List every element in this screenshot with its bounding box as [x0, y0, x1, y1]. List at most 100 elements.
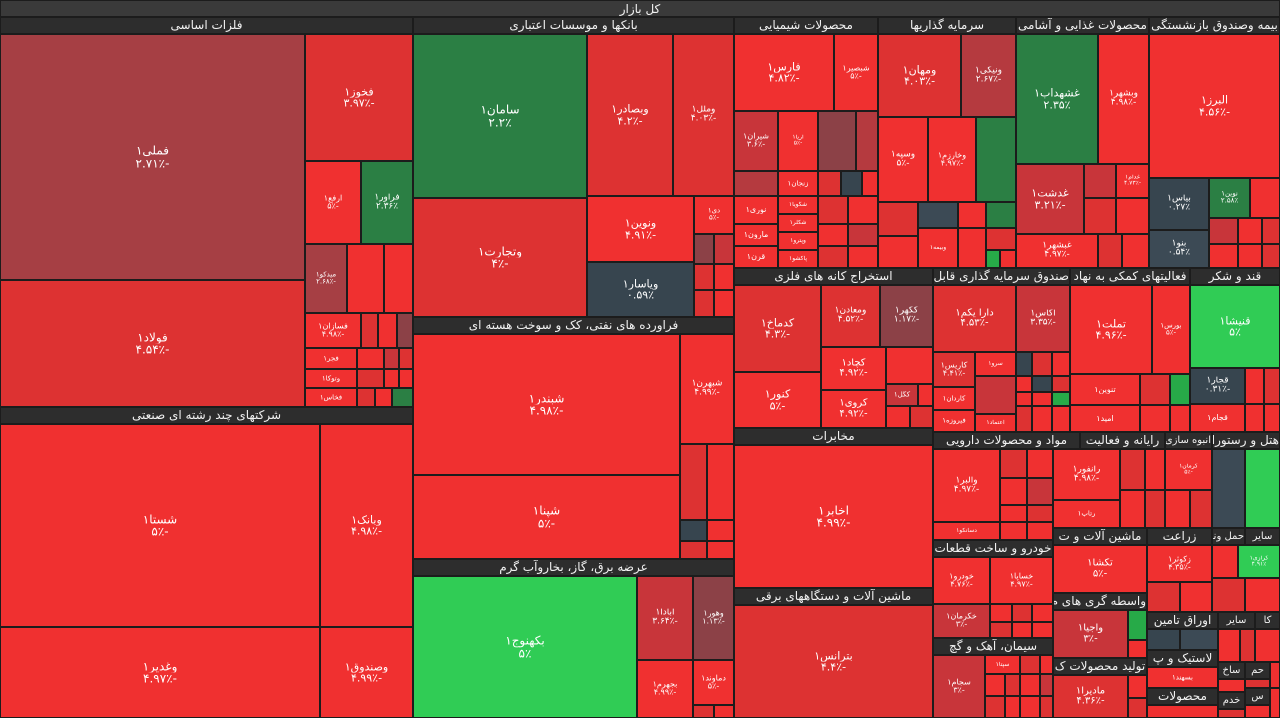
stock-tile-small[interactable]: [1040, 696, 1053, 718]
stock-tile-small[interactable]: [985, 674, 1005, 696]
stock-tile-small[interactable]: [1020, 655, 1040, 674]
sector-header[interactable]: کا: [1255, 612, 1280, 629]
stock-tile[interactable]: فجر۱: [305, 348, 357, 369]
stock-tile-small[interactable]: [1120, 449, 1145, 490]
stock-tile[interactable]: وتجارت۱ -۴٪: [413, 198, 587, 317]
sector-header[interactable]: حم: [1245, 662, 1270, 679]
stock-tile-small[interactable]: [714, 290, 734, 317]
stock-tile[interactable]: قجار۱ -۰.۳۱٪: [1190, 368, 1245, 404]
sector-header[interactable]: فراورده های نفتی، کک و سوخت هسته ای: [413, 317, 734, 334]
stock-tile-small[interactable]: [714, 264, 734, 290]
stock-tile-small[interactable]: [361, 313, 378, 348]
stock-tile-small[interactable]: [848, 246, 878, 268]
stock-tile-small[interactable]: [1052, 376, 1070, 392]
stock-tile-small[interactable]: [1209, 244, 1238, 268]
stock-tile[interactable]: البرز۱ -۴.۵۶٪: [1149, 34, 1280, 178]
stock-tile[interactable]: ومهان۱ -۴.۰۳٪: [878, 34, 961, 117]
stock-tile[interactable]: شبندر۱ -۴.۹۸٪: [413, 334, 680, 475]
stock-tile-small[interactable]: [1165, 490, 1190, 528]
stock-tile-small[interactable]: [1016, 406, 1032, 432]
stock-tile[interactable]: شبصیر۱ -۵٪: [834, 34, 878, 111]
stock-tile-small[interactable]: [1147, 629, 1180, 650]
stock-tile-small[interactable]: [1212, 449, 1245, 528]
stock-tile[interactable]: بنو۱ ۰.۵۴٪: [1149, 230, 1209, 268]
stock-tile-small[interactable]: [1098, 234, 1122, 268]
stock-tile[interactable]: کدماخ۱ -۴.۳٪: [734, 285, 821, 372]
stock-tile-small[interactable]: [918, 384, 933, 406]
stock-tile-small[interactable]: [1016, 392, 1032, 406]
stock-tile-small[interactable]: [1084, 198, 1116, 234]
stock-tile-small[interactable]: [878, 202, 918, 236]
stock-tile-small[interactable]: [990, 622, 1012, 638]
stock-tile-small[interactable]: [694, 234, 714, 264]
stock-tile[interactable]: کاردان۱: [933, 387, 975, 410]
stock-tile-small[interactable]: [1245, 404, 1264, 432]
stock-tile[interactable]: واجیا۱ -۳٪: [1053, 610, 1128, 658]
stock-tile-small[interactable]: [986, 202, 1016, 228]
sector-header[interactable]: انبوه سازی: [1165, 432, 1212, 449]
stock-tile-small[interactable]: [1027, 505, 1053, 522]
stock-tile-small[interactable]: [714, 234, 734, 264]
sector-header[interactable]: مخابرات: [734, 428, 933, 445]
sector-header[interactable]: ماشین آلات و ت: [1053, 528, 1147, 545]
stock-tile[interactable]: وصندوق۱ -۴.۹۹٪: [320, 627, 413, 718]
stock-tile-small[interactable]: [886, 347, 933, 384]
stock-tile-small[interactable]: [1052, 406, 1070, 432]
stock-tile-small[interactable]: [1084, 164, 1116, 198]
stock-tile-small[interactable]: [1020, 674, 1040, 696]
stock-tile-small[interactable]: [1140, 405, 1170, 432]
stock-tile-small[interactable]: [1000, 522, 1027, 540]
stock-tile[interactable]: بجهرم۱ -۴.۹۹٪: [637, 660, 693, 718]
stock-tile[interactable]: رتاپ۱: [1053, 500, 1120, 528]
stock-tile[interactable]: دارا یکم۱ -۴.۵۳٪: [933, 285, 1016, 352]
stock-tile-small[interactable]: [1032, 352, 1052, 376]
stock-tile-small[interactable]: [1027, 449, 1053, 478]
stock-tile[interactable]: بکهنوج۱ ۵٪: [413, 576, 637, 718]
stock-tile[interactable]: فملی۱ -۲.۷۱٪: [0, 34, 305, 280]
stock-tile-small[interactable]: [357, 369, 384, 388]
stock-tile-small[interactable]: [848, 196, 878, 224]
sector-header[interactable]: خدم: [1218, 692, 1245, 709]
stock-tile[interactable]: شستا۱ -۵٪: [0, 424, 320, 627]
stock-tile-small[interactable]: [1040, 674, 1053, 696]
stock-tile-small[interactable]: [1264, 404, 1280, 432]
sector-header[interactable]: زراعت: [1147, 528, 1212, 545]
stock-tile-small[interactable]: [357, 388, 375, 407]
stock-tile[interactable]: فخاس۱: [305, 388, 357, 407]
stock-tile[interactable]: رانفور۱ -۴.۹۸٪: [1053, 449, 1120, 500]
stock-tile-small[interactable]: [693, 705, 714, 718]
stock-tile[interactable]: وسپه۱ -۵٪: [878, 117, 928, 202]
stock-tile[interactable]: اعتماد۱: [975, 414, 1016, 432]
stock-tile-small[interactable]: [1128, 675, 1147, 698]
stock-tile[interactable]: تملت۱ -۴.۹۶٪: [1070, 285, 1152, 374]
stock-tile-small[interactable]: [357, 348, 384, 369]
sector-header[interactable]: س: [1245, 688, 1270, 705]
stock-tile-small[interactable]: [1212, 545, 1238, 578]
stock-tile-small[interactable]: [1016, 376, 1032, 392]
stock-tile-small[interactable]: [818, 246, 848, 268]
stock-tile[interactable]: وبصادر۱ -۴.۲٪: [587, 34, 673, 196]
stock-tile-small[interactable]: [818, 224, 848, 246]
stock-tile[interactable]: وبشهر۱ -۴.۹۸٪: [1098, 34, 1149, 164]
stock-tile-small[interactable]: [392, 388, 413, 407]
sector-header[interactable]: صندوق سرمایه گذاری قابل: [933, 268, 1070, 285]
stock-tile-small[interactable]: [1180, 629, 1218, 650]
stock-tile[interactable]: کاریس۱ -۴.۴۱٪: [933, 352, 975, 387]
stock-tile[interactable]: شبهرن۱ -۴.۹۹٪: [680, 334, 734, 444]
sector-header[interactable]: عرضه برق، گاز، بخاروآب گرم: [413, 559, 734, 576]
stock-tile-small[interactable]: [1005, 696, 1020, 718]
stock-tile-small[interactable]: [375, 388, 392, 407]
stock-tile[interactable]: وپاسار۱ ۰.۵۹٪: [587, 262, 694, 317]
stock-tile[interactable]: سرو۱: [975, 352, 1016, 376]
stock-tile[interactable]: وغدیر۱ -۴.۹۷٪: [0, 627, 320, 718]
sector-header[interactable]: محصولات شیمیایی: [734, 17, 878, 34]
stock-tile[interactable]: خکرمان۱ -۳٪: [933, 604, 990, 638]
stock-tile-small[interactable]: [707, 444, 734, 520]
sector-header[interactable]: شرکتهای چند رشته ای صنعتی: [0, 407, 413, 424]
stock-tile-small[interactable]: [1032, 406, 1052, 432]
stock-tile[interactable]: قجام۱: [1190, 404, 1245, 432]
stock-tile[interactable]: دسانکو۱: [933, 522, 1000, 540]
stock-tile[interactable]: خساپا۱ -۴.۹۷٪: [990, 557, 1053, 604]
stock-tile[interactable]: قنیشا۱ ۵٪: [1190, 285, 1280, 368]
stock-tile-small[interactable]: [1032, 376, 1052, 392]
